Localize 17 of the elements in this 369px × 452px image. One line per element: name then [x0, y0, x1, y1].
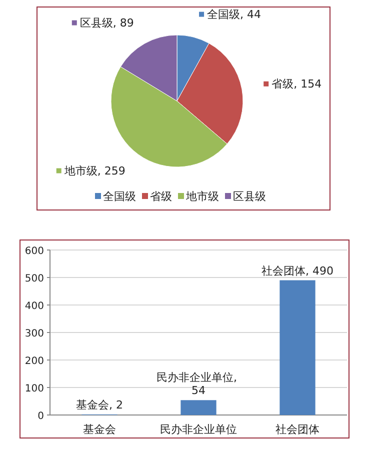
legend-label: 全国级	[103, 190, 136, 203]
data-label: 社会团体, 490	[262, 264, 334, 278]
legend-label: 区县级	[233, 190, 266, 203]
x-tick-label: 基金会	[83, 423, 116, 436]
y-tick-label: 300	[24, 328, 44, 340]
y-tick-label: 200	[24, 356, 44, 367]
y-tick-label: 100	[24, 384, 44, 394]
y-tick-label: 500	[24, 274, 44, 284]
x-tick-label: 民办非企业单位	[160, 423, 237, 436]
data-label: 民办非企业单位, 54	[156, 371, 240, 398]
legend-label: 省级	[150, 190, 172, 203]
x-tick-label: 社会团体	[276, 423, 320, 436]
y-tick-label: 600	[24, 246, 44, 257]
y-tick-label: 0	[38, 411, 44, 422]
legend-label: 地市级	[185, 190, 219, 203]
y-tick-label: 400	[24, 301, 44, 312]
data-label: 基金会, 2	[76, 398, 123, 412]
